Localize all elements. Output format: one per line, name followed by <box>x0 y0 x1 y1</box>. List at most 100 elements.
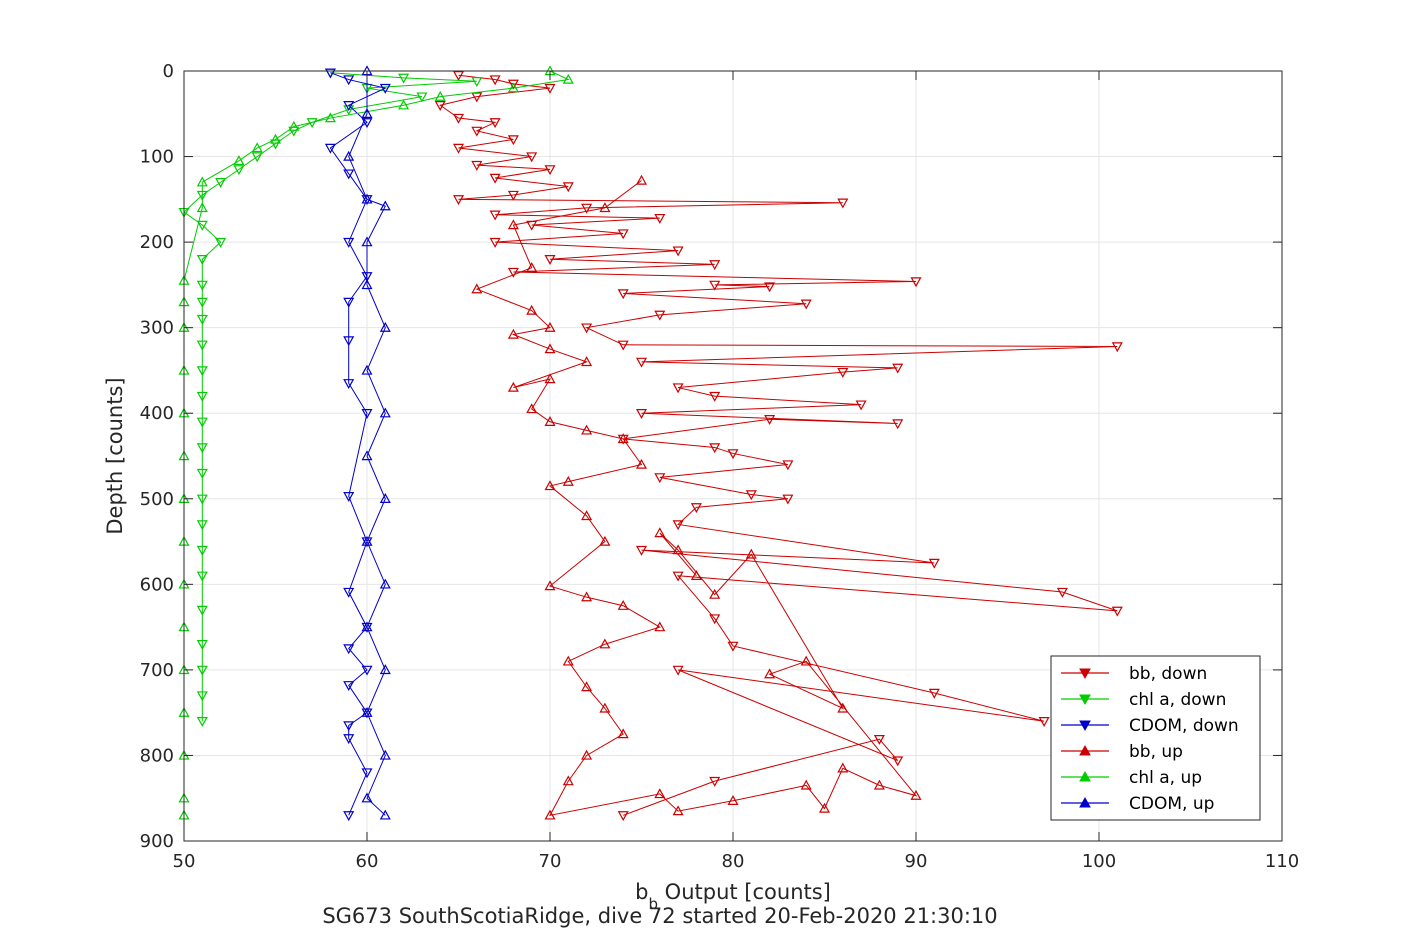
data-point <box>837 702 849 713</box>
data-point <box>343 150 355 161</box>
data-point <box>544 373 556 384</box>
x-tick-label: 110 <box>1265 851 1299 872</box>
data-point <box>196 417 208 428</box>
legend-marker <box>1079 770 1091 782</box>
data-point <box>196 391 208 402</box>
series-bb-down <box>434 71 1123 822</box>
data-point <box>452 195 465 206</box>
data-point <box>764 282 776 293</box>
legend-label: bb, down <box>1129 664 1207 684</box>
data-point <box>581 323 593 334</box>
data-point <box>379 578 391 589</box>
legend-item: chl a, down <box>1061 690 1226 710</box>
data-point <box>507 135 519 146</box>
data-point <box>581 203 593 214</box>
data-point <box>196 443 208 454</box>
data-point <box>233 165 245 176</box>
data-point <box>288 120 300 131</box>
data-point <box>782 460 794 471</box>
data-point <box>544 580 556 591</box>
data-point <box>654 310 666 321</box>
x-tick-label: 50 <box>173 851 196 872</box>
data-point <box>361 364 373 375</box>
data-point <box>434 90 446 101</box>
data-point <box>343 734 355 745</box>
data-point <box>709 391 721 402</box>
data-point <box>800 299 812 310</box>
x-tick-label: 80 <box>722 851 745 872</box>
legend-marker <box>1079 694 1091 706</box>
data-point <box>727 795 739 805</box>
data-point <box>343 336 355 347</box>
data-point <box>196 665 208 676</box>
data-point <box>233 155 245 166</box>
data-point <box>343 169 355 180</box>
data-point <box>581 681 593 692</box>
data-point <box>361 535 373 546</box>
data-point <box>361 236 373 247</box>
data-point <box>709 614 721 625</box>
data-point <box>709 443 721 454</box>
series-line <box>329 72 387 816</box>
data-point <box>196 520 208 531</box>
data-point <box>361 706 373 717</box>
data-point <box>709 280 721 291</box>
data-point <box>672 246 684 257</box>
data-point <box>324 68 336 79</box>
data-point <box>196 314 208 325</box>
data-point <box>617 728 629 739</box>
data-point <box>562 475 574 486</box>
data-point <box>416 92 428 103</box>
data-point <box>635 458 648 469</box>
data-point <box>398 99 410 110</box>
data-point <box>709 588 721 599</box>
data-point <box>617 433 629 444</box>
data-point <box>727 641 739 652</box>
data-point <box>599 535 611 546</box>
data-point <box>690 503 702 514</box>
data-point <box>343 379 355 390</box>
data-point <box>507 328 519 339</box>
data-point <box>617 229 629 240</box>
data-point <box>361 768 373 779</box>
data-point <box>855 400 867 411</box>
data-point <box>562 775 574 786</box>
data-point <box>892 363 904 374</box>
legend-marker <box>1079 720 1091 732</box>
data-point <box>196 340 208 351</box>
data-point <box>251 142 263 153</box>
data-point <box>581 749 593 760</box>
data-point <box>635 409 648 419</box>
data-point <box>343 237 355 248</box>
y-tick-label: 800 <box>140 745 174 766</box>
data-point <box>379 664 391 675</box>
data-point <box>562 182 574 193</box>
data-point <box>892 756 904 767</box>
data-point <box>745 548 757 559</box>
data-point <box>361 450 373 461</box>
data-point <box>1111 606 1123 617</box>
data-point <box>800 655 812 666</box>
data-point <box>544 165 556 176</box>
legend-marker <box>1079 796 1091 808</box>
data-point <box>361 108 373 118</box>
y-tick-label: 0 <box>163 61 174 82</box>
data-point <box>343 492 355 502</box>
data-point <box>269 133 282 144</box>
data-point <box>544 321 556 332</box>
data-point <box>910 789 922 800</box>
data-point <box>581 356 593 367</box>
data-point <box>599 202 611 213</box>
data-point <box>471 126 483 137</box>
data-point <box>526 262 538 272</box>
data-point <box>452 113 465 124</box>
data-point <box>215 178 227 188</box>
data-point <box>507 82 519 93</box>
y-tick-label: 900 <box>140 831 174 852</box>
data-point <box>196 202 208 213</box>
data-point <box>1038 717 1050 727</box>
data-point <box>544 809 556 820</box>
data-point <box>196 605 208 616</box>
data-point <box>617 340 629 351</box>
data-point <box>635 545 648 556</box>
